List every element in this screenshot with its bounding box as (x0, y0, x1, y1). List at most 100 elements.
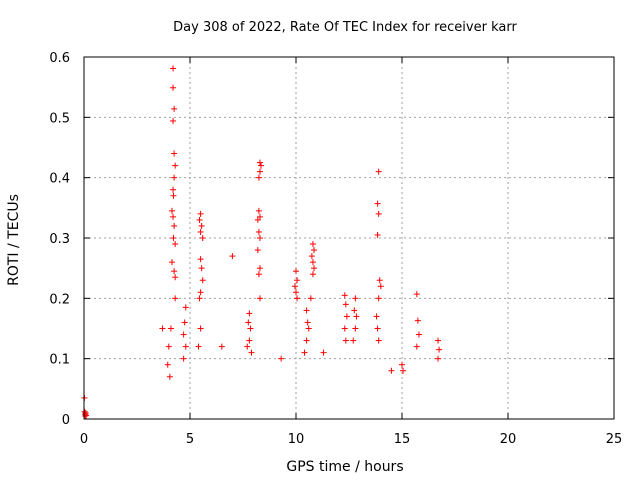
chart-title: Day 308 of 2022, Rate Of TEC Index for r… (173, 20, 517, 35)
data-point (413, 343, 420, 350)
data-point (413, 291, 420, 298)
x-tick-label: 0 (80, 432, 88, 447)
data-point (414, 317, 421, 324)
data-point (171, 150, 178, 157)
data-point (199, 277, 206, 284)
data-point (180, 355, 187, 362)
data-point (171, 174, 178, 181)
x-tick-labels: 0 5 10 15 20 25 (80, 432, 622, 447)
y-tick-label: 0 (62, 413, 70, 428)
data-point (303, 337, 310, 344)
data-point (172, 295, 179, 302)
data-point (170, 213, 177, 220)
data-point (255, 271, 262, 278)
data-point (170, 65, 177, 72)
data-point (374, 231, 381, 238)
data-point (400, 367, 407, 374)
data-point (307, 295, 314, 302)
data-point (229, 253, 236, 260)
x-tick-label: 10 (288, 432, 305, 447)
data-point (301, 349, 308, 356)
data-point (254, 247, 261, 254)
data-point (181, 319, 188, 326)
data-point (311, 265, 318, 272)
x-axis-label: GPS time / hours (286, 459, 403, 475)
data-point (171, 268, 178, 275)
data-point (171, 105, 178, 112)
data-point (435, 337, 442, 344)
data-point (309, 271, 316, 278)
data-point (350, 337, 357, 344)
data-point (351, 307, 358, 314)
data-point (373, 313, 380, 320)
data-point (375, 295, 382, 302)
y-tick-label: 0.6 (49, 51, 70, 66)
data-point (170, 192, 177, 199)
data-point (374, 325, 381, 332)
data-point (304, 319, 311, 326)
data-point (172, 274, 179, 281)
data-point (159, 325, 166, 332)
y-tick-label: 0.1 (49, 353, 70, 368)
data-point (197, 325, 204, 332)
data-point (170, 117, 177, 124)
data-point (341, 292, 348, 299)
grid-lines (84, 57, 614, 419)
data-point (168, 259, 175, 266)
data-point (182, 304, 189, 311)
data-point (244, 343, 251, 350)
data-point (218, 343, 225, 350)
x-tick-label: 25 (606, 432, 623, 447)
data-point (166, 373, 173, 380)
data-point (171, 222, 178, 229)
data-point (172, 241, 179, 248)
data-point (245, 319, 252, 326)
x-tick-label: 20 (500, 432, 517, 447)
data-point (164, 361, 171, 368)
data-point (320, 349, 327, 356)
data-point (165, 343, 172, 350)
data-point (248, 349, 255, 356)
data-point (353, 313, 360, 320)
data-point (291, 283, 298, 290)
y-tick-labels: 0 0.1 0.2 0.3 0.4 0.5 0.6 (49, 51, 70, 428)
data-point (352, 295, 359, 302)
data-point (246, 337, 253, 344)
y-tick-label: 0.2 (49, 292, 70, 307)
data-point (256, 159, 263, 166)
data-point (198, 265, 205, 272)
data-point (376, 277, 383, 284)
data-point (182, 343, 189, 350)
data-point (170, 235, 177, 241)
data-point (308, 253, 315, 260)
data-point (256, 295, 263, 302)
data-point (170, 84, 177, 91)
data-point (309, 241, 316, 248)
data-point (197, 210, 204, 217)
tick-marks (83, 56, 615, 420)
data-point (303, 307, 310, 314)
data-point (197, 256, 204, 263)
data-point (278, 355, 285, 362)
data-point (435, 355, 442, 362)
data-point (254, 216, 261, 223)
data-point (294, 277, 301, 284)
data-point (258, 162, 265, 169)
data-point (196, 295, 203, 302)
data-point (172, 162, 179, 169)
data-point (256, 168, 263, 175)
data-point (293, 289, 299, 296)
data-point (375, 337, 382, 344)
data-point (180, 331, 187, 338)
data-point (311, 247, 318, 254)
data-point (375, 210, 382, 217)
data-point (352, 325, 359, 332)
x-tick-label: 5 (186, 432, 194, 447)
data-point (256, 213, 263, 220)
data-point (197, 228, 204, 235)
data-points (81, 65, 443, 419)
data-point (198, 222, 205, 229)
data-point (196, 216, 203, 223)
